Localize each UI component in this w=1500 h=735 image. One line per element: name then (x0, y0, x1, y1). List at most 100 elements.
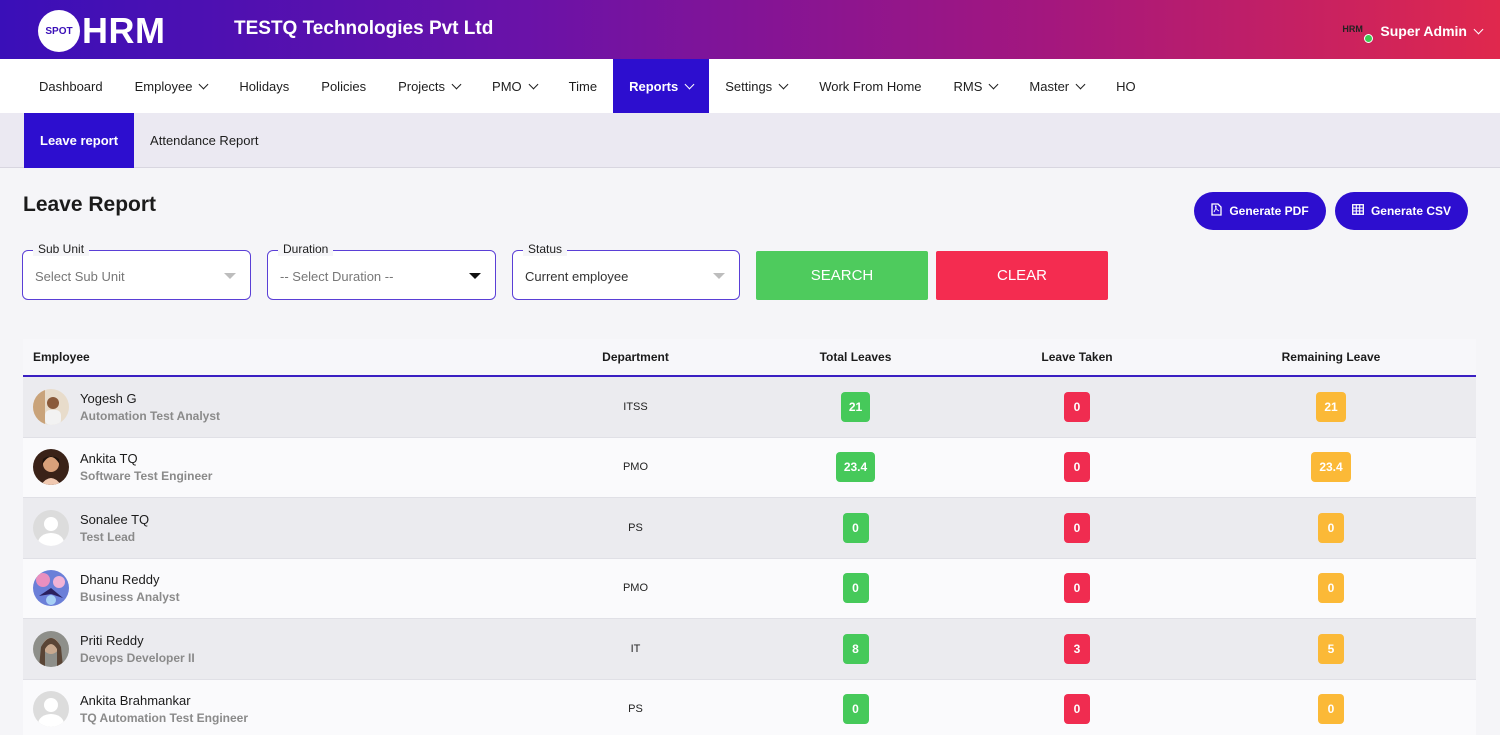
table-row: Ankita Brahmankar TQ Automation Test Engi… (23, 679, 1476, 735)
leave-taken-badge: 0 (1064, 391, 1090, 422)
company-name: TESTQ Technologies Pvt Ltd (234, 18, 494, 39)
department-cell: PS (628, 521, 643, 534)
employee-cell: Ankita Brahmankar TQ Automation Test Engi… (23, 691, 493, 728)
photo-woman2-icon (33, 630, 69, 667)
remaining-leave-cell: 0 (1221, 573, 1441, 604)
nav-item-reports[interactable]: Reports (613, 59, 710, 113)
nav-item-projects[interactable]: Projects (382, 59, 476, 113)
leave-taken-cell: 0 (933, 694, 1221, 725)
clear-button[interactable]: CLEAR (936, 251, 1108, 300)
total-leaves-badge: 0 (842, 573, 869, 604)
user-name: Super Admin (1380, 23, 1467, 39)
nav-item-label: RMS (953, 78, 983, 94)
employee-cell: Priti Reddy Devops Developer II (23, 630, 493, 667)
app-logo[interactable]: SPOT HRM (38, 10, 165, 52)
table-body: Yogesh G Automation Test Analyst ITSS 21 0 21… (23, 377, 1476, 735)
employee-name[interactable]: Dhanu Reddy (80, 572, 160, 588)
leave-taken-badge: 0 (1064, 573, 1090, 604)
total-leaves-badge: 0 (842, 512, 869, 543)
leave-taken-badge: 0 (1064, 452, 1090, 483)
employee-role: TQ Automation Test Engineer (80, 711, 249, 726)
total-leaves-cell: 0 (778, 573, 933, 604)
pdf-file-icon (1211, 203, 1222, 219)
nav-item-label: Work From Home (819, 78, 922, 94)
employee-info: Sonalee TQ Test Lead (80, 512, 149, 544)
employee-name[interactable]: Sonalee TQ (80, 511, 150, 527)
employee-name[interactable]: Ankita TQ (80, 451, 138, 467)
duration-select[interactable]: Duration -- Select Duration -- (267, 242, 496, 300)
chevron-down-icon (1473, 24, 1484, 34)
employee-info: Priti Reddy Devops Developer II (80, 633, 195, 665)
department-cell: IT (630, 642, 641, 655)
leave-taken-badge: 0 (1064, 512, 1090, 543)
photo-man-icon (33, 388, 69, 425)
department-cell: PMO (622, 582, 649, 595)
main-nav: Dashboard Employee Holidays Policies Project… (0, 59, 1500, 113)
nav-item-label: Projects (398, 78, 446, 94)
sub-unit-select[interactable]: Sub Unit Select Sub Unit (22, 242, 251, 300)
nav-item-label: Master (1029, 78, 1070, 94)
dropdown-caret-icon (713, 273, 725, 279)
status-value: Current employee (525, 269, 629, 284)
generate-pdf-button[interactable]: Generate PDF (1194, 192, 1326, 230)
logo-text: HRM (82, 10, 166, 51)
employee-info: Ankita TQ Software Test Engineer (80, 451, 212, 483)
leave-taken-cell: 0 (933, 391, 1221, 422)
photo-woman-icon (33, 449, 69, 486)
nav-item-work-from-home[interactable]: Work From Home (803, 59, 937, 113)
remaining-leave-cell: 21 (1221, 391, 1441, 422)
employee-cell: Dhanu Reddy Business Analyst (23, 570, 493, 607)
nav-item-label: Dashboard (39, 78, 103, 94)
nav-item-label: Reports (629, 78, 679, 94)
employee-name[interactable]: Priti Reddy (80, 632, 144, 648)
nav-item-ho[interactable]: HO (1100, 59, 1152, 113)
leave-taken-cell: 0 (933, 452, 1221, 483)
duration-label: Duration (278, 242, 334, 256)
remaining-leave-badge: 0 (1318, 573, 1344, 604)
nav-item-settings[interactable]: Settings (709, 59, 803, 113)
employee-name[interactable]: Ankita Brahmankar (80, 693, 191, 709)
chevron-down-icon (1075, 79, 1086, 89)
column-header-department[interactable]: Department (602, 350, 669, 364)
leave-taken-cell: 0 (933, 573, 1221, 604)
leave-report-table: Employee Department Total Leaves Leave T… (23, 339, 1476, 735)
column-header-total-leaves[interactable]: Total Leaves (819, 350, 892, 364)
nav-item-holidays[interactable]: Holidays (223, 59, 305, 113)
search-button[interactable]: SEARCH (756, 251, 928, 300)
table-row: Sonalee TQ Test Lead PS 0 0 0 (23, 498, 1476, 559)
department-cell: PMO (622, 461, 649, 474)
employee-cell: Sonalee TQ Test Lead (23, 509, 493, 546)
status-select[interactable]: Status Current employee (512, 242, 740, 300)
nav-item-master[interactable]: Master (1013, 59, 1100, 113)
total-leaves-cell: 0 (778, 694, 933, 725)
generate-pdf-label: Generate PDF (1229, 204, 1309, 218)
chevron-down-icon (451, 79, 462, 89)
nav-item-label: Settings (725, 78, 773, 94)
table-row: Priti Reddy Devops Developer II IT 8 3 5 (23, 619, 1476, 680)
tab-leave-report[interactable]: Leave report (24, 113, 135, 168)
nav-item-rms[interactable]: RMS (938, 59, 1014, 113)
sub-unit-placeholder: Select Sub Unit (35, 269, 125, 284)
nav-item-time[interactable]: Time (553, 59, 613, 113)
column-header-employee[interactable]: Employee (33, 350, 90, 364)
nav-item-employee[interactable]: Employee (119, 59, 224, 113)
top-header: SPOT HRM TESTQ Technologies Pvt Ltd HRM … (0, 0, 1500, 59)
remaining-leave-cell: 0 (1221, 694, 1441, 725)
department-cell: ITSS (623, 400, 648, 413)
tab-attendance-report[interactable]: Attendance Report (150, 133, 259, 148)
column-header-leave-taken[interactable]: Leave Taken (1041, 350, 1113, 364)
remaining-leave-badge: 5 (1318, 633, 1344, 664)
column-header-remaining-leave[interactable]: Remaining Leave (1281, 350, 1381, 364)
user-menu[interactable]: HRM Super Admin (1342, 20, 1484, 43)
nav-item-dashboard[interactable]: Dashboard (23, 59, 119, 113)
employee-role: Business Analyst (80, 590, 180, 605)
generate-csv-button[interactable]: Generate CSV (1335, 192, 1468, 230)
nav-item-pmo[interactable]: PMO (476, 59, 553, 113)
total-leaves-badge: 0 (842, 694, 869, 725)
remaining-leave-badge: 21 (1316, 391, 1346, 422)
logo-badge: SPOT (38, 10, 80, 52)
nav-item-policies[interactable]: Policies (305, 59, 382, 113)
remaining-leave-badge: 0 (1318, 694, 1344, 725)
total-leaves-cell: 23.4 (778, 452, 933, 483)
employee-name[interactable]: Yogesh G (80, 390, 137, 406)
